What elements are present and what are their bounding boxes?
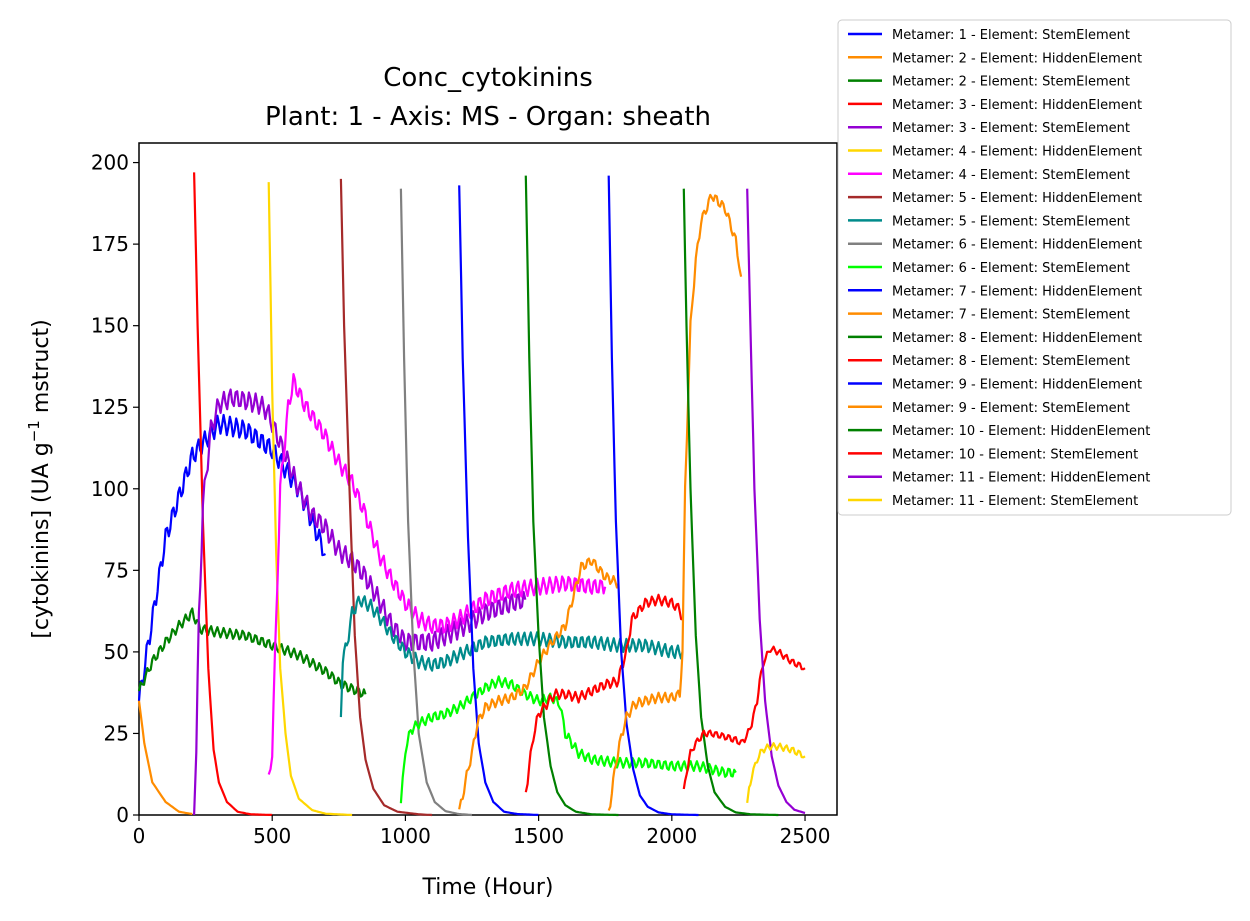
legend-label: Metamer: 5 - Element: HiddenElement <box>892 191 1142 206</box>
legend-label: Metamer: 7 - Element: HiddenElement <box>892 284 1142 299</box>
series-line-2 <box>137 700 193 816</box>
y-axis-ticks: 0 25 50 75 100 125 150 175 200 <box>91 151 139 827</box>
y-axis-label-main: [cytokinins] (UA g <box>29 442 54 638</box>
legend-entry: Metamer: 6 - Element: HiddenElement <box>848 238 1142 253</box>
legend: Metamer: 1 - Element: StemElement Metamer… <box>837 19 1232 516</box>
legend-label: Metamer: 6 - Element: StemElement <box>892 261 1130 276</box>
legend-label: Metamer: 9 - Element: HiddenElement <box>892 378 1142 393</box>
legend-entry: Metamer: 1 - Element: StemElement <box>848 28 1130 43</box>
series-line-20 <box>746 188 806 815</box>
x-tick-label: 1500 <box>513 824 564 848</box>
series-line-9 <box>339 595 684 718</box>
legend-label: Metamer: 4 - Element: HiddenElement <box>892 145 1142 160</box>
legend-entry: Metamer: 9 - Element: HiddenElement <box>848 378 1142 393</box>
x-axis-label: Time (Hour) <box>422 875 554 900</box>
y-tick-label: 200 <box>91 151 129 175</box>
legend-label: Metamer: 10 - Element: HiddenElement <box>892 424 1150 439</box>
legend-entries: Metamer: 1 - Element: StemElement Metamer… <box>848 28 1150 509</box>
legend-entry: Metamer: 8 - Element: HiddenElement <box>848 331 1142 346</box>
legend-entry: Metamer: 10 - Element: StemElement <box>848 447 1138 462</box>
legend-entry: Metamer: 9 - Element: StemElement <box>848 401 1130 416</box>
series-line-3 <box>137 607 367 698</box>
legend-label: Metamer: 2 - Element: StemElement <box>892 75 1130 90</box>
legend-entry: Metamer: 8 - Element: StemElement <box>848 354 1130 369</box>
x-tick-label: 500 <box>253 824 291 848</box>
series-line-16 <box>607 175 699 817</box>
legend-label: Metamer: 4 - Element: StemElement <box>892 168 1130 183</box>
legend-entry: Metamer: 11 - Element: StemElement <box>848 494 1138 509</box>
y-axis-label-sup: −1 <box>25 420 43 442</box>
y-tick-label: 0 <box>116 803 129 827</box>
legend-label: Metamer: 11 - Element: HiddenElement <box>892 471 1150 486</box>
legend-entry: Metamer: 5 - Element: StemElement <box>848 214 1130 229</box>
series-line-18 <box>682 188 779 817</box>
plot-frame <box>138 142 838 816</box>
series-line-6 <box>267 182 353 817</box>
series-line-19 <box>682 645 806 790</box>
legend-label: Metamer: 8 - Element: StemElement <box>892 354 1130 369</box>
y-tick-label: 50 <box>104 640 129 664</box>
legend-entry: Metamer: 3 - Element: StemElement <box>848 121 1130 136</box>
legend-frame <box>837 19 1232 516</box>
chart-subtitle: Plant: 1 - Axis: MS - Organ: sheath <box>265 102 711 132</box>
legend-label: Metamer: 5 - Element: StemElement <box>892 214 1130 229</box>
legend-entry: Metamer: 2 - Element: StemElement <box>848 75 1130 90</box>
legend-label: Metamer: 7 - Element: StemElement <box>892 308 1130 323</box>
legend-entry: Metamer: 6 - Element: StemElement <box>848 261 1130 276</box>
series-line-21 <box>746 742 806 804</box>
y-tick-label: 75 <box>104 558 129 582</box>
legend-label: Metamer: 1 - Element: StemElement <box>892 28 1130 43</box>
legend-label: Metamer: 3 - Element: StemElement <box>892 121 1130 136</box>
x-tick-label: 1000 <box>380 824 431 848</box>
legend-label: Metamer: 11 - Element: StemElement <box>892 494 1138 509</box>
legend-entry: Metamer: 11 - Element: HiddenElement <box>848 471 1150 486</box>
y-axis-label: [cytokinins] (UA g−1 mstruct) <box>25 319 54 638</box>
legend-label: Metamer: 9 - Element: StemElement <box>892 401 1130 416</box>
y-axis-label-tail: mstruct) <box>29 319 54 420</box>
legend-entry: Metamer: 3 - Element: HiddenElement <box>848 98 1142 113</box>
legend-label: Metamer: 10 - Element: StemElement <box>892 447 1138 462</box>
x-tick-label: 0 <box>133 824 146 848</box>
plot-area: 0 500 1000 1500 2000 2500 0 25 50 75 100 125 150 175… <box>91 142 838 848</box>
series-line-10 <box>399 188 473 817</box>
x-tick-label: 2500 <box>780 824 831 848</box>
x-axis-ticks: 0 500 1000 1500 2000 2500 <box>133 815 831 848</box>
legend-label: Metamer: 3 - Element: HiddenElement <box>892 98 1142 113</box>
legend-entry: Metamer: 5 - Element: HiddenElement <box>848 191 1142 206</box>
y-tick-label: 25 <box>104 721 129 745</box>
legend-label: Metamer: 2 - Element: HiddenElement <box>892 51 1142 66</box>
series-line-12 <box>458 185 539 817</box>
chart-title: Conc_cytokinins <box>383 63 593 93</box>
y-tick-label: 100 <box>91 477 129 501</box>
legend-label: Metamer: 6 - Element: HiddenElement <box>892 238 1142 253</box>
y-tick-label: 175 <box>91 232 129 256</box>
legend-entry: Metamer: 7 - Element: HiddenElement <box>848 284 1142 299</box>
series-line-15 <box>524 593 683 793</box>
series-line-14 <box>524 175 619 817</box>
legend-entry: Metamer: 2 - Element: HiddenElement <box>848 51 1142 66</box>
series-line-8 <box>339 178 433 817</box>
legend-entry: Metamer: 4 - Element: HiddenElement <box>848 145 1142 160</box>
series-line-7 <box>267 373 607 775</box>
y-tick-label: 150 <box>91 314 129 338</box>
legend-entry: Metamer: 10 - Element: HiddenElement <box>848 424 1150 439</box>
y-tick-label: 125 <box>91 395 129 419</box>
legend-entry: Metamer: 4 - Element: StemElement <box>848 168 1130 183</box>
x-tick-label: 2000 <box>646 824 697 848</box>
series-line-17 <box>607 193 743 811</box>
series-line-4 <box>193 172 273 817</box>
legend-label: Metamer: 8 - Element: HiddenElement <box>892 331 1142 346</box>
legend-entry: Metamer: 7 - Element: StemElement <box>848 308 1130 323</box>
series-layer <box>137 172 806 817</box>
series-line-11 <box>399 675 737 804</box>
